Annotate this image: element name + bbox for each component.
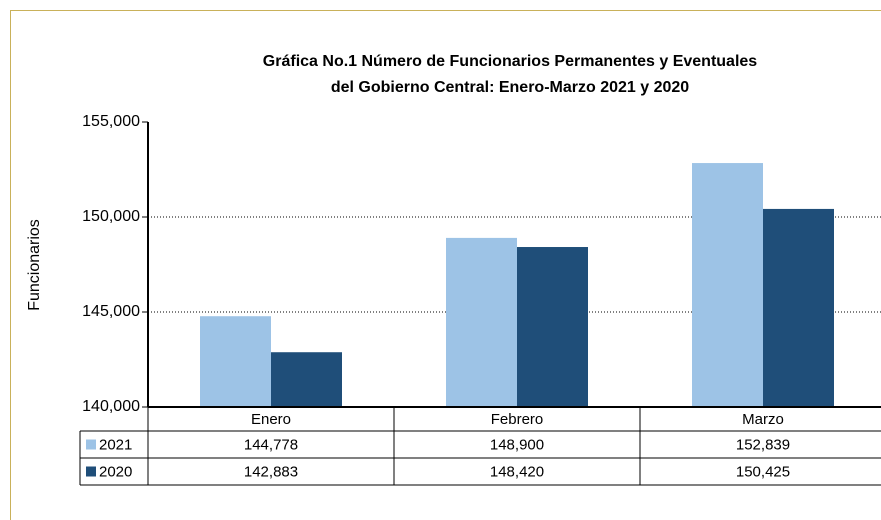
x-tick-label: Marzo (742, 411, 784, 428)
table-value: 150,425 (736, 463, 790, 480)
y-tick-label: 155,000 (82, 113, 140, 130)
x-tick-label: Febrero (491, 411, 544, 428)
legend-swatch (86, 439, 96, 450)
x-tick-label: Enero (251, 411, 291, 428)
y-tick-label: 150,000 (82, 208, 140, 225)
legend-label: 2020 (99, 463, 132, 480)
chart-title: Gráfica No.1 Número de Funcionarios Perm… (263, 53, 757, 70)
y-axis-label: Funcionarios (26, 219, 43, 311)
table-value: 142,883 (244, 463, 298, 480)
chart-subtitle: del Gobierno Central: Enero-Marzo 2021 y… (331, 79, 689, 96)
y-tick-label: 140,000 (82, 398, 140, 415)
table-value: 148,420 (490, 463, 544, 480)
bar (692, 163, 763, 407)
bar (446, 237, 517, 407)
bar (517, 247, 588, 407)
table-value: 144,778 (244, 436, 298, 453)
bar (200, 316, 271, 407)
legend-label: 2021 (99, 436, 132, 453)
table-value: 148,900 (490, 436, 544, 453)
legend-swatch (86, 466, 96, 477)
bar (271, 352, 342, 407)
bar (763, 208, 834, 407)
y-tick-label: 145,000 (82, 303, 140, 320)
table-value: 152,839 (736, 436, 790, 453)
